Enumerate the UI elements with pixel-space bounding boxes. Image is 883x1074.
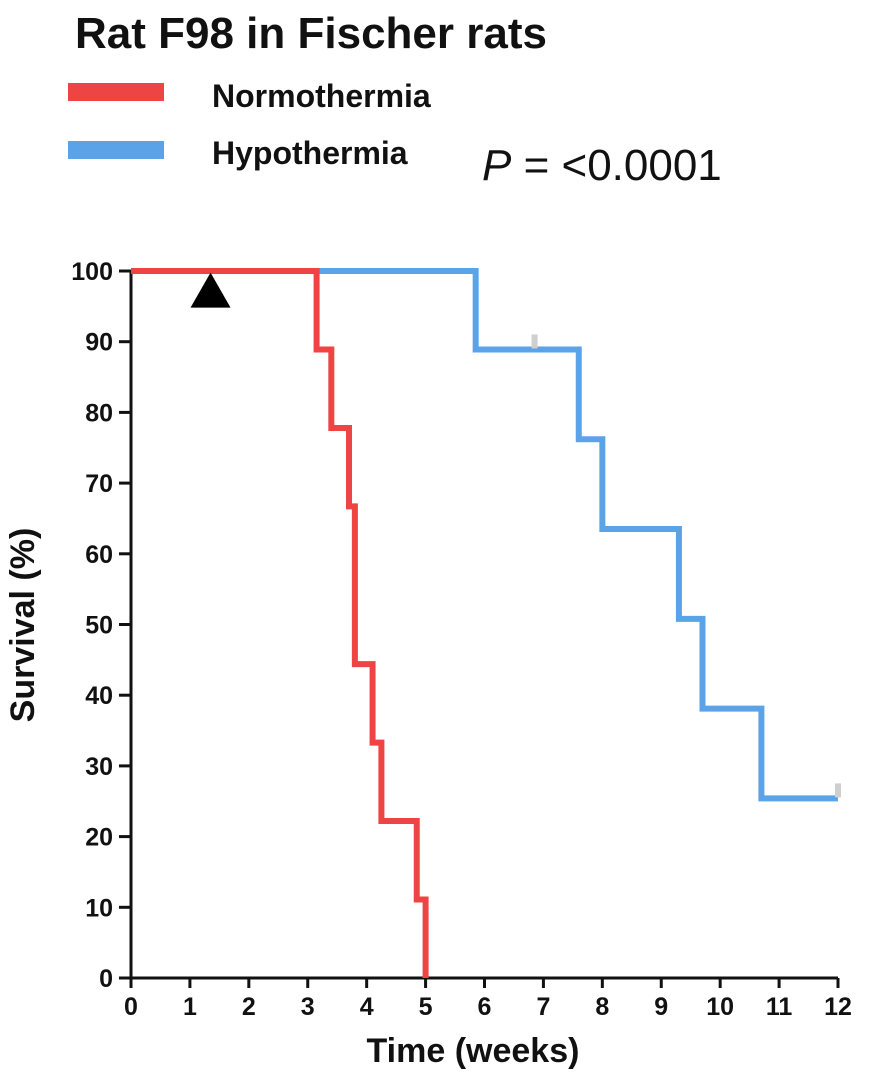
series-line-hypothermia: [131, 268, 838, 802]
p-value: P = <0.0001: [482, 141, 722, 190]
treatment-triangle-marker: [190, 272, 231, 308]
x-tick-label: 3: [301, 993, 315, 1021]
x-tick-label: 11: [766, 993, 793, 1021]
series-layer: [131, 268, 841, 978]
censor-mark-hypothermia: [835, 783, 841, 798]
y-tick-label: 60: [85, 541, 113, 569]
y-tick-label: 80: [85, 399, 113, 427]
p-value-symbol: P: [482, 141, 512, 190]
x-tick-label: 5: [419, 993, 433, 1021]
y-tick-label: 40: [85, 682, 113, 710]
x-tick-label: 6: [478, 993, 492, 1021]
y-axis-label: Survival (%): [4, 528, 42, 723]
legend-label-normothermia: Normothermia: [212, 78, 431, 114]
p-value-text: = <0.0001: [511, 141, 721, 190]
legend-swatch-hypothermia: [68, 141, 164, 159]
y-tick-label: 100: [71, 258, 113, 286]
y-tick-label: 90: [85, 329, 113, 357]
legend-swatch-normothermia: [68, 83, 164, 101]
x-tick-label: 8: [595, 993, 609, 1021]
x-axis-label: Time (weeks): [367, 1032, 580, 1070]
y-tick-label: 10: [85, 894, 113, 922]
x-tick-label: 2: [242, 993, 256, 1021]
censor-mark-hypothermia: [531, 334, 538, 349]
y-tick-label: 20: [85, 824, 113, 852]
y-tick-label: 70: [85, 470, 113, 498]
x-tick-label: 9: [654, 993, 668, 1021]
x-tick-label: 12: [824, 993, 852, 1021]
x-tick-label: 1: [183, 993, 197, 1021]
y-tick-label: 30: [85, 753, 113, 781]
y-tick-label: 50: [85, 612, 113, 640]
chart-title: Rat F98 in Fischer rats: [75, 9, 547, 58]
x-tick-label: 4: [360, 993, 374, 1021]
annotation-layer: [190, 272, 231, 308]
x-tick-label: 7: [536, 993, 550, 1021]
x-tick-label: 10: [706, 993, 734, 1021]
legend-label-hypothermia: Hypothermia: [212, 135, 408, 171]
legend: Normothermia Hypothermia: [68, 78, 431, 171]
series-line-normothermia: [131, 268, 429, 978]
x-tick-label: 0: [124, 993, 138, 1021]
y-tick-label: 0: [99, 965, 113, 993]
